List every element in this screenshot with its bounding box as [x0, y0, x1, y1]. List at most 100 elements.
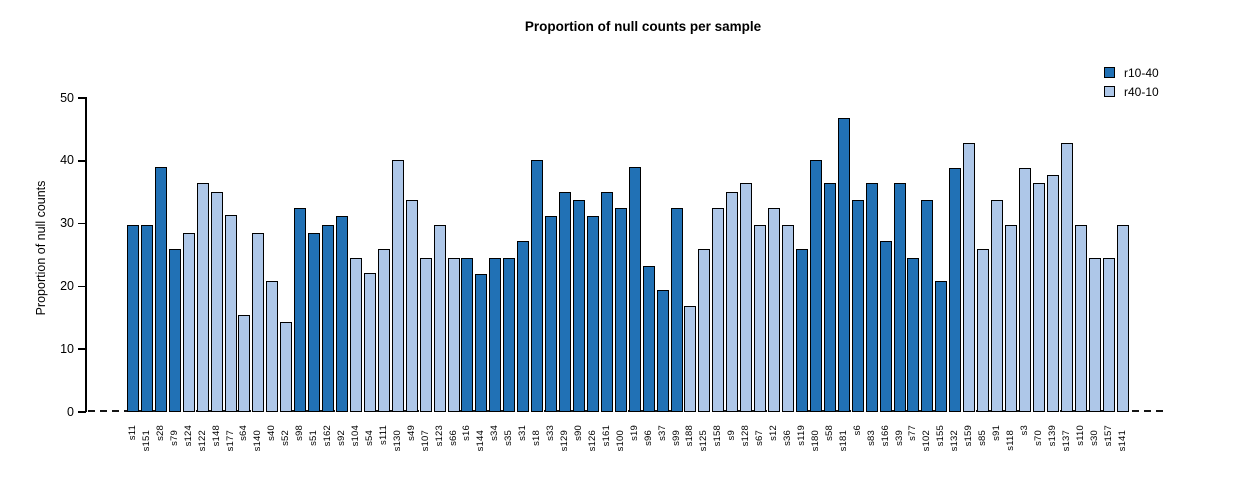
bar-s141 [1116, 225, 1129, 412]
x-axis-label: s122 [196, 430, 208, 452]
bar-slot [363, 273, 377, 412]
bar-s19 [628, 167, 641, 412]
x-label-slot: s92 [335, 412, 349, 446]
x-axis-label: s100 [614, 430, 626, 452]
x-label-slot: s188 [684, 412, 698, 446]
bar-slot [377, 249, 391, 412]
bar-s188 [684, 306, 697, 412]
bar-slot [516, 241, 530, 412]
x-axis-label: s188 [684, 425, 696, 447]
x-label-slot: s85 [976, 412, 990, 446]
zero-baseline [88, 410, 1166, 412]
bar-s33 [545, 216, 558, 412]
x-label-slot: s66 [447, 412, 461, 446]
bar-slot [907, 258, 921, 412]
x-label-slot: s52 [279, 412, 293, 446]
bars-area [126, 98, 1130, 412]
x-label-slot: s110 [1074, 412, 1088, 446]
x-axis-label: s139 [1046, 425, 1058, 447]
bar-s151 [140, 225, 153, 412]
bar-slot [1102, 258, 1116, 412]
x-label-slot: s18 [530, 412, 544, 446]
x-label-slot: s96 [642, 412, 656, 446]
x-axis-label: s37 [656, 425, 668, 441]
x-label-slot: s158 [711, 412, 725, 446]
bar-slot [321, 225, 335, 412]
bar-slot [154, 167, 168, 412]
x-axis-label: s148 [210, 425, 222, 447]
x-axis-label: s6 [851, 425, 863, 436]
bar-slot [433, 225, 447, 412]
bar-slot [976, 249, 990, 412]
x-label-slot: s39 [893, 412, 907, 446]
x-axis-label: s157 [1102, 425, 1114, 447]
bar-s123 [433, 225, 446, 412]
bar-s36 [782, 225, 795, 412]
y-tick-mark [78, 411, 86, 413]
bar-slot [182, 233, 196, 412]
x-axis-label: s36 [782, 430, 794, 446]
y-tick-mark [78, 160, 86, 162]
x-axis-label: s125 [698, 430, 710, 452]
x-label-slot: s90 [572, 412, 586, 441]
x-label-slot: s99 [670, 412, 684, 446]
x-axis-label: s83 [865, 430, 877, 446]
x-axis-label: s79 [168, 430, 180, 446]
x-label-slot: s12 [767, 412, 781, 441]
bar-slot [1046, 175, 1060, 412]
bar-slot [391, 160, 405, 412]
x-axis-labels: s11 s151 s28 s79 s124 s122 s148 s177 s64 s140 s40 s… [126, 412, 1130, 492]
x-axis-label: s77 [907, 425, 919, 441]
x-label-slot: s54 [363, 412, 377, 446]
x-axis-label: s67 [754, 430, 766, 446]
x-label-slot: s162 [321, 412, 335, 446]
bar-slot [335, 216, 349, 412]
x-axis-label: s99 [670, 430, 682, 446]
x-axis-label: s158 [712, 425, 724, 447]
x-axis-label: s11 [126, 425, 138, 441]
x-axis-label: s141 [1116, 430, 1128, 452]
x-label-slot: s144 [474, 412, 488, 451]
bar-s85 [977, 249, 990, 412]
bar-slot [126, 225, 140, 412]
bar-slot [279, 322, 293, 412]
bar-s79 [168, 249, 181, 412]
x-label-slot: s33 [544, 412, 558, 441]
x-axis-label: s104 [349, 425, 361, 447]
bar-s100 [614, 208, 627, 412]
x-axis-label: s70 [1032, 430, 1044, 446]
bar-slot [795, 249, 809, 412]
x-axis-label: s144 [475, 430, 487, 452]
x-axis-label: s126 [586, 430, 598, 452]
bar-s180 [809, 160, 822, 412]
y-axis-title: Proportion of null counts [34, 180, 48, 316]
x-label-slot: s166 [879, 412, 893, 446]
legend: r10-40 r40-10 [1104, 63, 1159, 101]
x-axis-label: s51 [308, 430, 320, 446]
x-label-slot: s40 [265, 412, 279, 441]
bar-slot [307, 233, 321, 412]
x-label-slot: s34 [488, 412, 502, 441]
y-tick-label: 40 [60, 153, 74, 168]
bar-slot [697, 249, 711, 412]
x-axis-label: s28 [154, 425, 166, 441]
x-axis-label: s34 [489, 425, 501, 441]
bar-s125 [698, 249, 711, 412]
x-axis-label: s35 [503, 430, 515, 446]
x-axis-label: s9 [726, 430, 738, 441]
x-label-slot: s102 [920, 412, 934, 451]
y-tick-label: 20 [60, 278, 74, 293]
x-label-slot: s91 [990, 412, 1004, 441]
bar-s34 [489, 258, 502, 412]
y-tick-label: 10 [60, 341, 74, 356]
bar-s158 [712, 208, 725, 412]
x-label-slot: s128 [739, 412, 753, 446]
legend-label: r40-10 [1124, 84, 1159, 99]
bar-s92 [336, 216, 349, 412]
bar-s9 [726, 192, 739, 412]
x-axis-label: s33 [545, 425, 557, 441]
bar-s139 [1046, 175, 1059, 412]
bar-s49 [405, 200, 418, 412]
bar-s91 [991, 200, 1004, 412]
